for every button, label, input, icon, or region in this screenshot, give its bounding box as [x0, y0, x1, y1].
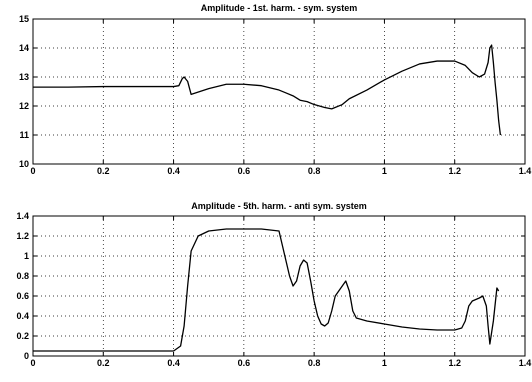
y-tick-label: 13: [19, 72, 29, 82]
chart-panel-1st-harmonic: Amplitude - 1st. harm. - sym. system 0 0.…: [19, 3, 531, 176]
x-tick-label: 0.8: [308, 166, 321, 176]
axes-frame: [32, 18, 526, 165]
y-tick-label: 0.4: [16, 311, 29, 321]
x-tick-label: 0.8: [308, 358, 321, 368]
y-tick-labels: 10 11 12 13 14 15: [19, 14, 29, 169]
series-layer: [33, 44, 502, 136]
x-tick-label: 0: [30, 358, 35, 368]
y-tick-label: 0.8: [16, 271, 29, 281]
tick-marks: [32, 18, 526, 165]
x-tick-label: 1.4: [519, 166, 532, 176]
y-tick-label: 0.6: [16, 291, 29, 301]
chart-title: Amplitude - 1st. harm. - sym. system: [201, 3, 358, 13]
x-tick-label: 0.2: [97, 166, 110, 176]
x-tick-label: 1: [382, 358, 387, 368]
x-tick-label: 0: [30, 166, 35, 176]
x-tick-labels: 0 0.2 0.4 0.6 0.8 1 1.2 1.4: [30, 166, 531, 176]
x-tick-label: 0.4: [167, 358, 180, 368]
series-layer: [33, 228, 500, 352]
x-tick-label: 0.6: [238, 358, 251, 368]
axes-frame: [32, 215, 526, 357]
tick-marks: [32, 215, 526, 357]
series-line: [33, 44, 502, 136]
series-line: [33, 228, 500, 352]
x-tick-label: 0.2: [97, 358, 110, 368]
y-tick-label: 15: [19, 14, 29, 24]
y-tick-label: 1: [24, 251, 29, 261]
y-tick-labels: 0 0.2 0.4 0.6 0.8 1 1.2 1.4: [16, 211, 29, 361]
x-tick-label: 1.4: [519, 358, 532, 368]
y-tick-label: 14: [19, 43, 29, 53]
grid: [33, 19, 525, 164]
y-tick-label: 1.4: [16, 211, 29, 221]
x-tick-label: 1: [382, 166, 387, 176]
x-tick-labels: 0 0.2 0.4 0.6 0.8 1 1.2 1.4: [30, 358, 531, 368]
y-tick-label: 12: [19, 101, 29, 111]
y-tick-label: 0: [24, 351, 29, 361]
y-tick-label: 11: [19, 130, 29, 140]
y-tick-label: 0.2: [16, 331, 29, 341]
x-tick-label: 0.6: [238, 166, 251, 176]
y-tick-label: 1.2: [16, 231, 29, 241]
y-tick-label: 10: [19, 159, 29, 169]
x-tick-label: 0.4: [167, 166, 180, 176]
chart-panel-5th-harmonic: Amplitude - 5th. harm. - anti sym. syste…: [16, 201, 531, 368]
x-tick-label: 1.2: [448, 358, 461, 368]
chart-title: Amplitude - 5th. harm. - anti sym. syste…: [191, 201, 367, 211]
x-tick-label: 1.2: [448, 166, 461, 176]
grid: [33, 216, 525, 356]
